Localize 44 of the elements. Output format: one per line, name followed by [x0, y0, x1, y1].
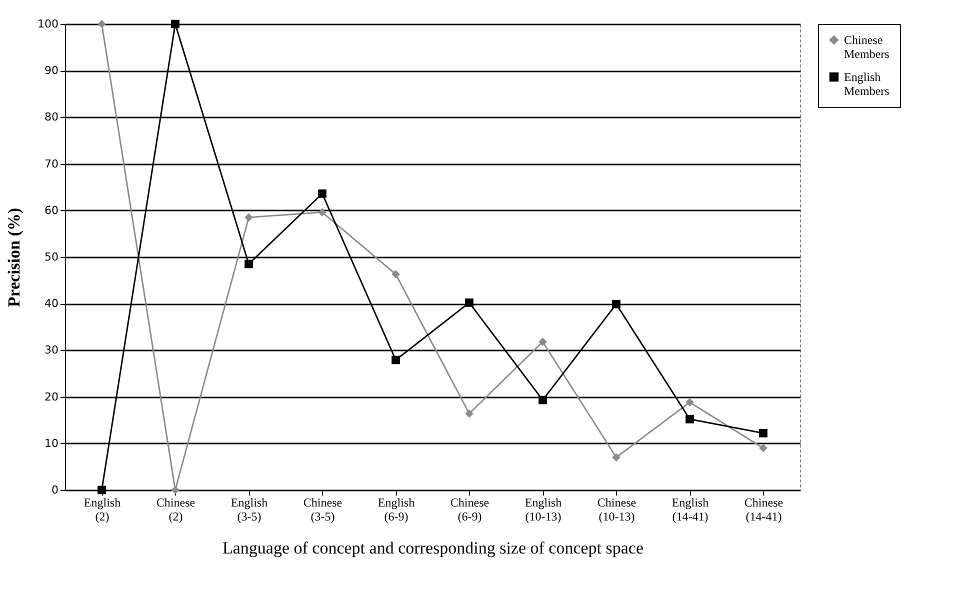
x-tick-label: English (3-5): [230, 496, 268, 524]
y-tick-label: 50: [44, 250, 58, 264]
point: [612, 453, 620, 462]
point: [244, 213, 253, 222]
y-axis-title: Precision (%): [4, 208, 24, 308]
point: [612, 300, 620, 308]
point: [538, 396, 547, 404]
y-tick-label: 100: [38, 18, 58, 30]
point: [538, 338, 547, 346]
legend-label: English Members: [844, 70, 890, 98]
y-tick-label: 40: [44, 297, 58, 310]
point: [759, 444, 768, 452]
x-tick-label: English (2): [84, 496, 121, 524]
x-tick-label: Chinese (14-41): [744, 496, 784, 524]
y-tick-label: 10: [44, 436, 58, 450]
point: [686, 398, 694, 407]
point: [465, 409, 474, 418]
point: [171, 20, 180, 28]
point: [686, 414, 694, 424]
point: [318, 208, 326, 216]
point: [244, 260, 253, 268]
y-tick-label: 0: [52, 484, 58, 496]
x-tick-label: English (14-41): [672, 496, 709, 524]
point: [171, 486, 180, 494]
y-tick-label: 70: [44, 157, 58, 170]
x-tick-label: Chinese (10-13): [597, 496, 636, 524]
y-tick-label: 60: [44, 204, 58, 217]
point: [465, 298, 474, 307]
y-tick-label: 80: [44, 110, 58, 124]
x-tick-label: Chinese (6-9): [450, 496, 490, 524]
y-tick-label: 20: [44, 390, 58, 404]
legend-label: Chinese Members: [844, 33, 890, 61]
x-axis-title: Language of concept and corresponding size of concept space: [222, 538, 644, 558]
point: [98, 20, 106, 28]
x-tick-label: English (6-9): [378, 496, 415, 524]
point: [392, 270, 400, 278]
x-tick-label: English (10-13): [524, 496, 562, 524]
x-tick-label: Chinese (2): [156, 496, 196, 524]
point: [318, 189, 326, 198]
x-tick-label: Chinese (3-5): [303, 496, 342, 524]
point: [759, 428, 768, 438]
y-tick-label: 90: [44, 64, 58, 78]
y-tick-label: 30: [44, 344, 58, 357]
point: [392, 356, 400, 364]
